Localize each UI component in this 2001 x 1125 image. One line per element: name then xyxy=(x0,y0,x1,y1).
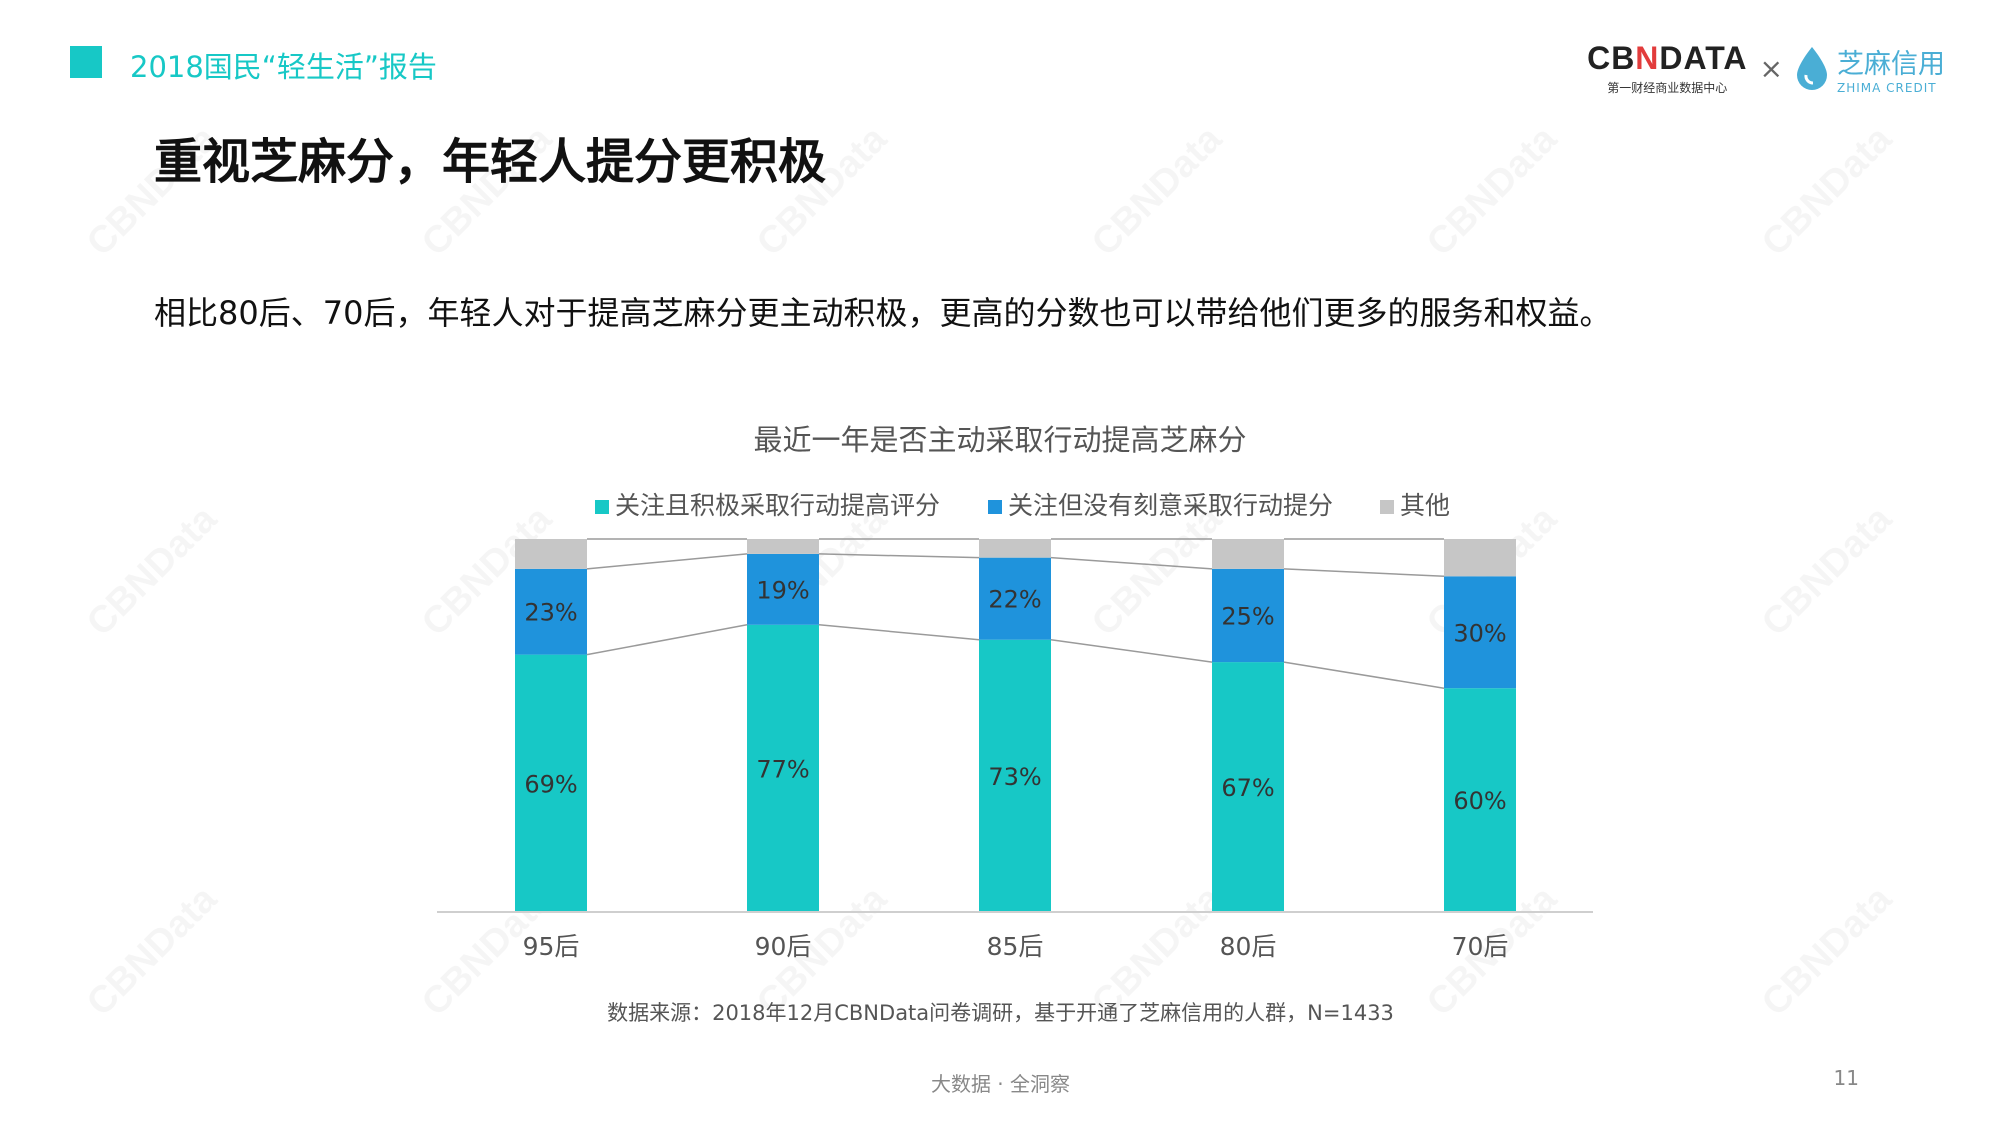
page-subtitle: 相比80后、70后，年轻人对于提高芝麻分更主动积极，更高的分数也可以带给他们更多… xyxy=(154,294,1612,332)
data-label: 30% xyxy=(1453,619,1506,647)
bar-segment xyxy=(1444,688,1516,912)
legend-swatch xyxy=(1380,500,1394,514)
footer-slogan: 大数据 · 全洞察 xyxy=(930,1072,1071,1096)
bar-segment xyxy=(1212,539,1284,569)
zhima-credit-logo: 芝麻信用 ZHIMA CREDIT xyxy=(1837,42,1945,95)
series-connector-line xyxy=(818,624,980,641)
data-label: 23% xyxy=(524,599,577,627)
data-label: 25% xyxy=(1221,602,1274,630)
bar-segment xyxy=(1212,662,1284,912)
series-connector-line xyxy=(1283,661,1445,689)
series-connector-line xyxy=(586,624,748,656)
brand-logo: CBNDATA 第一财经商业数据中心 × 芝麻信用 ZHIMA CREDIT xyxy=(1587,38,1945,98)
series-connector-line xyxy=(1050,638,1213,663)
bar-segment xyxy=(747,624,819,912)
zhima-credit-en: ZHIMA CREDIT xyxy=(1837,80,1937,95)
data-label: 60% xyxy=(1453,787,1506,815)
bar-segment xyxy=(1444,576,1516,689)
bar-segment xyxy=(515,568,587,655)
legend-label: 关注但没有刻意采取行动提分 xyxy=(1008,491,1333,520)
bar-segment xyxy=(515,654,587,912)
legend-swatch xyxy=(595,500,609,514)
x-tick-label: 80后 xyxy=(1220,932,1277,961)
bar-segment xyxy=(979,639,1051,912)
bar-segment xyxy=(747,553,819,625)
water-drop-icon xyxy=(1797,47,1827,90)
x-tick-label: 85后 xyxy=(987,932,1044,961)
bar-segment xyxy=(515,539,587,569)
x-tick-label: 90后 xyxy=(755,932,812,961)
legend-swatch xyxy=(988,500,1002,514)
zhima-credit-cn: 芝麻信用 xyxy=(1837,48,1945,80)
data-label: 19% xyxy=(756,576,809,604)
series-connector-line xyxy=(1283,568,1445,578)
data-label: 77% xyxy=(756,755,809,783)
data-label: 69% xyxy=(524,770,577,798)
cbndata-n-accent: N xyxy=(1635,40,1660,76)
legend-label: 其他 xyxy=(1400,491,1450,520)
cross-icon: × xyxy=(1759,51,1783,85)
bar-segment xyxy=(1444,539,1516,577)
series-connector-line xyxy=(586,553,748,570)
cbndata-logo: CBNDATA 第一财经商业数据中心 xyxy=(1587,40,1747,96)
page-number: 11 xyxy=(1833,1066,1859,1090)
cbndata-tagline: 第一财经商业数据中心 xyxy=(1607,81,1728,95)
x-tick-label: 70后 xyxy=(1452,932,1509,961)
data-label: 22% xyxy=(988,586,1041,614)
bar-segment xyxy=(747,539,819,554)
series-connector-line xyxy=(1050,556,1213,570)
chart-title: 最近一年是否主动采取行动提高芝麻分 xyxy=(753,423,1246,457)
x-tick-label: 95后 xyxy=(523,932,580,961)
data-label: 67% xyxy=(1221,774,1274,802)
bar-segment xyxy=(979,557,1051,640)
header-accent-square xyxy=(70,46,102,78)
bar-segment xyxy=(979,539,1051,558)
data-source-note: 数据来源：2018年12月CBNData问卷调研，基于开通了芝麻信用的人群，N=… xyxy=(607,1001,1394,1025)
legend-label: 关注且积极采取行动提高评分 xyxy=(615,491,940,520)
data-label: 73% xyxy=(988,763,1041,791)
bar-segment xyxy=(1212,568,1284,663)
series-connector-line xyxy=(818,553,980,559)
page-title: 重视芝麻分，年轻人提分更积极 xyxy=(154,134,827,190)
cbndata-wordmark: CBNDATA xyxy=(1587,40,1748,76)
report-title: 2018国民“轻生活”报告 xyxy=(130,50,437,84)
